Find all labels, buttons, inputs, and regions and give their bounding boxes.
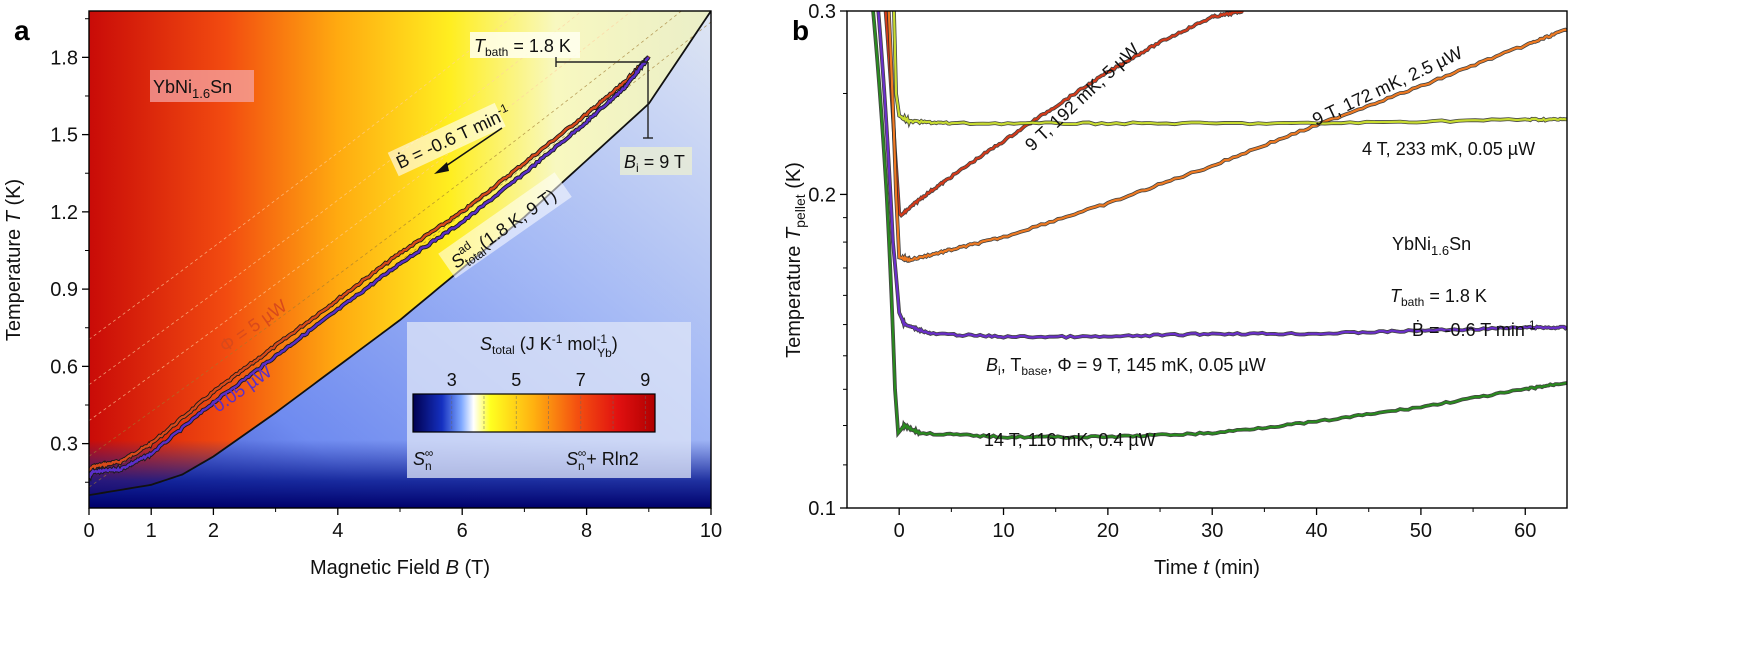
colorbar-tick-label: 7 xyxy=(576,370,586,390)
material-label-b: YbNi1.6Sn xyxy=(1392,234,1471,258)
colorbar-tick-label: 5 xyxy=(511,370,521,390)
contour-line xyxy=(89,11,521,340)
x-tick-label-b: 20 xyxy=(1097,520,1119,542)
x-tick-label-a: 8 xyxy=(581,520,592,542)
series-line-b xyxy=(871,11,1567,440)
contour-line xyxy=(89,21,711,488)
adiabat-line xyxy=(89,11,711,497)
panel-a-ylabel: Temperature T (K) xyxy=(3,179,25,341)
x-tick-label-b: 30 xyxy=(1201,520,1223,542)
series-line-a xyxy=(89,56,650,480)
panel-a-xlabel: Magnetic Field B (T) xyxy=(310,557,490,579)
panel-a-series xyxy=(89,11,711,497)
curve-label-yellow: 4 T, 233 mK, 0.05 µW xyxy=(1362,139,1535,159)
sweep-arrow xyxy=(439,127,503,171)
panel-b-letter: b xyxy=(792,15,809,46)
y-tick-label-a: 1.8 xyxy=(50,47,78,69)
colorbar-legend: Stotal (J K-1 mol-1 Yb) 3 5 7 9 Sn∞ Sn∞+ Rln… xyxy=(407,322,691,478)
panel-b: 0 10 20 30 40 50 60 0.1 0.2 0.3 b Time t (min) Te… xyxy=(783,1,1568,579)
y-tick-label-a: 1.5 xyxy=(50,125,78,147)
colorbar-right-label: Sn∞+ Rln2 xyxy=(566,446,639,473)
y-tick-label-b: 0.3 xyxy=(808,1,836,23)
y-tick-label-a: 0.3 xyxy=(50,434,78,456)
x-tick-label-a: 1 xyxy=(146,520,157,542)
colorbar xyxy=(412,393,656,433)
entropy-contours xyxy=(89,11,711,488)
material-label-a: YbNi1.6Sn xyxy=(153,77,232,101)
bi-label-a: Bi = 9 T xyxy=(624,152,685,175)
x-tick-label-a: 4 xyxy=(332,520,343,542)
panel-a-letter: a xyxy=(14,15,30,46)
x-tick-label-a: 6 xyxy=(457,520,468,542)
x-tick-label-b: 10 xyxy=(992,520,1014,542)
series-line-b xyxy=(887,11,1567,263)
colorbar-tick-label: 3 xyxy=(447,370,457,390)
panel-a: 0 1 2 4 6 8 10 0.3 0.6 0.9 1.2 1.5 1.8 a Magnetic Fi… xyxy=(3,10,722,579)
contour-line xyxy=(89,11,583,386)
tbath-label-a: Tbath = 1.8 K xyxy=(474,36,571,59)
series-line-b xyxy=(877,11,1567,340)
panel-a-ticks: 0 1 2 4 6 8 10 0.3 0.6 0.9 1.2 1.5 1.8 xyxy=(50,18,722,542)
bdot-label-b: Ḃ = -0.6 T min-1 xyxy=(1412,318,1536,340)
colorbar-left-label: Sn∞ xyxy=(413,446,433,473)
panel-b-frame xyxy=(846,10,1568,509)
panel-b-series xyxy=(871,11,1567,440)
colorbar-ticks: 3 5 7 9 xyxy=(447,370,651,390)
x-tick-label-a: 2 xyxy=(208,520,219,542)
x-tick-label-b: 0 xyxy=(894,520,905,542)
bi-box-a xyxy=(620,147,692,175)
x-tick-label-b: 60 xyxy=(1514,520,1536,542)
panel-b-ticks: 0 10 20 30 40 50 60 0.1 0.2 0.3 xyxy=(808,1,1536,542)
y-tick-label-b: 0.2 xyxy=(808,184,836,206)
tbath-label-b: Tbath = 1.8 K xyxy=(1390,286,1487,309)
x-tick-label-b: 50 xyxy=(1410,520,1432,542)
panel-b-xlabel: Time t (min) xyxy=(1154,557,1260,579)
tbath-box-a xyxy=(470,32,580,58)
curve-label-green: 14 T, 116 mK, 0.4 µW xyxy=(984,430,1156,450)
y-tick-label-a: 1.2 xyxy=(50,202,78,224)
series-line-a xyxy=(89,55,650,474)
contour-line xyxy=(89,11,683,457)
colorbar-tick-label: 9 xyxy=(640,370,650,390)
colorbar-title: Stotal (J K-1 mol-1 Yb) xyxy=(480,332,618,360)
sweep-arrowhead xyxy=(434,162,449,174)
series-line-b xyxy=(884,11,1244,217)
x-tick-label-b: 40 xyxy=(1305,520,1327,542)
material-box-a xyxy=(150,70,254,102)
x-tick-label-a: 10 xyxy=(700,520,722,542)
y-tick-label-a: 0.6 xyxy=(50,356,78,378)
curve-label-purple: Bi, Tbase, Φ = 9 T, 145 mK, 0.05 µW xyxy=(986,355,1266,378)
y-tick-label-b: 0.1 xyxy=(808,498,836,520)
series-line-b xyxy=(892,11,1567,126)
x-tick-label-a: 0 xyxy=(83,520,94,542)
panel-b-ylabel: Temperature Tpellet (K) xyxy=(783,162,808,358)
y-tick-label-a: 0.9 xyxy=(50,279,78,301)
contour-line xyxy=(89,11,633,421)
